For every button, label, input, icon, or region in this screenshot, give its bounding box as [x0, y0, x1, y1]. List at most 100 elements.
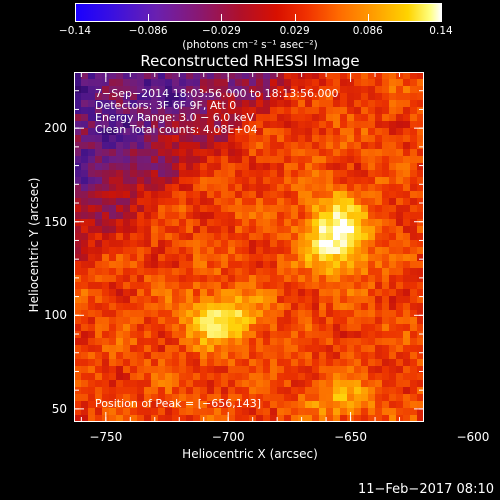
heatmap-cell: [109, 149, 117, 157]
heatmap-cell: [284, 359, 292, 367]
heatmap-cell: [249, 387, 257, 395]
heatmap-cell: [326, 359, 334, 367]
heatmap-cell: [354, 191, 362, 199]
heatmap-cell: [319, 177, 327, 185]
heatmap-cell: [137, 282, 145, 290]
heatmap-cell: [410, 233, 418, 241]
heatmap-cell: [109, 156, 117, 164]
heatmap-cell: [270, 366, 278, 374]
heatmap-cell: [417, 93, 424, 101]
heatmap-cell: [403, 345, 411, 353]
heatmap-cell: [326, 408, 334, 416]
heatmap-cell: [305, 79, 313, 87]
heatmap-cell: [284, 121, 292, 129]
heatmap-cell: [228, 359, 236, 367]
heatmap-cell: [116, 170, 124, 178]
heatmap-cell: [193, 107, 201, 115]
heatmap-cell: [95, 387, 103, 395]
heatmap-cell: [347, 317, 355, 325]
heatmap-cell: [305, 240, 313, 248]
heatmap-cell: [242, 352, 250, 360]
heatmap-cell: [256, 296, 264, 304]
heatmap-cell: [319, 324, 327, 332]
heatmap-cell: [235, 380, 243, 388]
heatmap-cell: [340, 79, 348, 87]
y-tick-label: 150: [44, 214, 67, 229]
heatmap-cell: [389, 170, 397, 178]
heatmap-cell: [207, 338, 215, 346]
heatmap-cell: [228, 331, 236, 339]
heatmap-cell: [291, 254, 299, 262]
heatmap-cell: [375, 128, 383, 136]
heatmap-cell: [417, 170, 424, 178]
heatmap-cell: [368, 142, 376, 150]
heatmap-cell: [263, 226, 271, 234]
heatmap-cell: [137, 93, 145, 101]
heatmap-cell: [291, 156, 299, 164]
heatmap-cell: [179, 408, 187, 416]
heatmap-cell: [74, 156, 82, 164]
heatmap-cell: [417, 219, 424, 227]
heatmap-cell: [186, 142, 194, 150]
heatmap-cell: [109, 135, 117, 143]
heatmap-cell: [277, 191, 285, 199]
heatmap-cell: [158, 289, 166, 297]
heatmap-cell: [172, 156, 180, 164]
heatmap-cell: [368, 177, 376, 185]
heatmap-cell: [270, 198, 278, 206]
heatmap-cell: [361, 121, 369, 129]
heatmap-cell: [172, 303, 180, 311]
heatmap-cell: [410, 261, 418, 269]
heatmap-cell: [74, 268, 82, 276]
heatmap-cell: [256, 345, 264, 353]
heatmap-cell: [354, 205, 362, 213]
heatmap-cell: [312, 72, 320, 80]
heatmap-cell: [396, 338, 404, 346]
heatmap-cell: [130, 275, 138, 283]
heatmap-cell: [242, 79, 250, 87]
footer-timestamp: 11−Feb−2017 08:10: [357, 482, 494, 497]
heatmap-cell: [382, 191, 390, 199]
heatmap-cell: [221, 191, 229, 199]
heatmap-cell: [263, 198, 271, 206]
heatmap-cell: [200, 79, 208, 87]
heatmap-cell: [319, 135, 327, 143]
heatmap-cell: [74, 79, 82, 87]
heatmap-cell: [88, 366, 96, 374]
heatmap-cell: [375, 415, 383, 422]
heatmap-cell: [368, 128, 376, 136]
heatmap-cell: [214, 142, 222, 150]
heatmap-cell: [291, 366, 299, 374]
heatmap-cell: [214, 170, 222, 178]
heatmap-cell: [88, 149, 96, 157]
heatmap-cell: [95, 408, 103, 416]
heatmap-cell: [249, 303, 257, 311]
heatmap-cell: [186, 275, 194, 283]
heatmap-cell: [354, 177, 362, 185]
heatmap-cell: [354, 380, 362, 388]
heatmap-cell: [298, 135, 306, 143]
heatmap-cell: [214, 380, 222, 388]
heatmap-cell: [340, 331, 348, 339]
heatmap-cell: [88, 352, 96, 360]
heatmap-cell: [298, 408, 306, 416]
heatmap-cell: [207, 219, 215, 227]
heatmap-cell: [144, 345, 152, 353]
heatmap-cell: [221, 415, 229, 422]
heatmap-cell: [172, 212, 180, 220]
heatmap-cell: [95, 338, 103, 346]
heatmap-cell: [130, 380, 138, 388]
heatmap-cell: [410, 79, 418, 87]
heatmap-cell: [88, 205, 96, 213]
heatmap-cell: [88, 310, 96, 318]
heatmap-cell: [137, 121, 145, 129]
heatmap-cell: [312, 380, 320, 388]
heatmap-cell: [123, 142, 131, 150]
heatmap-cell: [361, 317, 369, 325]
heatmap-cell: [151, 380, 159, 388]
heatmap-cell: [74, 261, 82, 269]
heatmap-cell: [123, 170, 131, 178]
heatmap-cell: [389, 331, 397, 339]
heatmap-cell: [130, 212, 138, 220]
heatmap-cell: [95, 352, 103, 360]
